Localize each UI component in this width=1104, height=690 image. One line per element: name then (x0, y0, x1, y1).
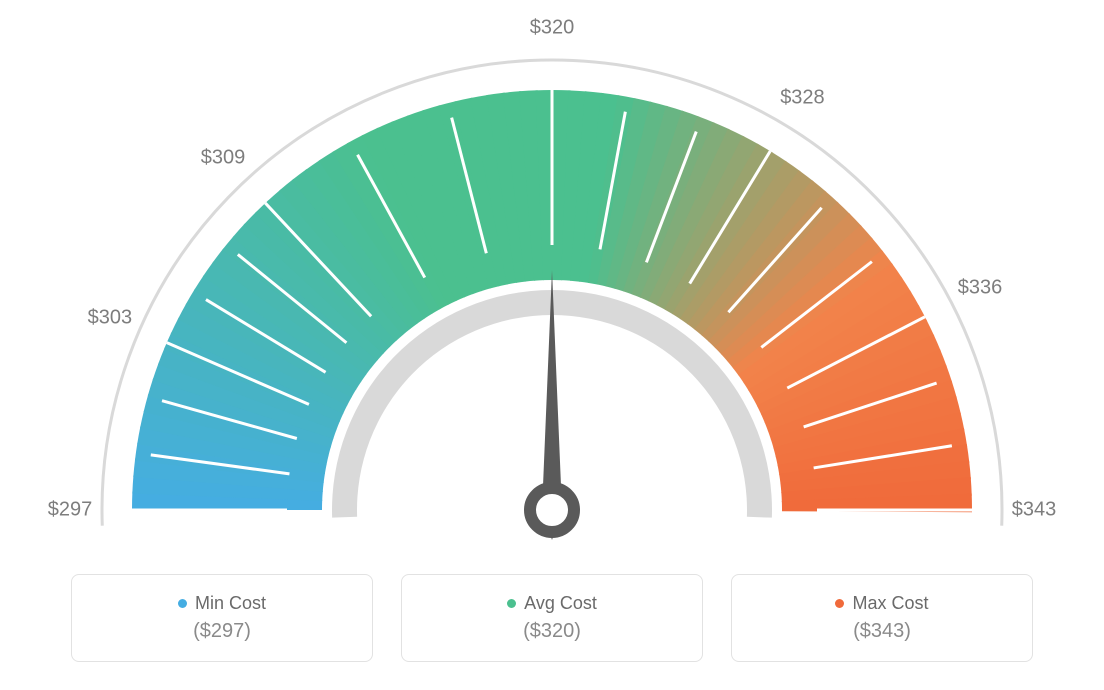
gauge (52, 30, 1052, 550)
gauge-tick-label: $343 (1012, 499, 1057, 522)
min-cost-card: Min Cost ($297) (71, 574, 373, 662)
min-cost-label: Min Cost (195, 593, 266, 614)
max-cost-card: Max Cost ($343) (731, 574, 1033, 662)
min-cost-label-row: Min Cost (178, 593, 266, 614)
avg-cost-value: ($320) (523, 620, 581, 643)
avg-cost-label-row: Avg Cost (507, 593, 597, 614)
dot-icon (507, 599, 516, 608)
cost-gauge-chart: $297 $303 $309 $320 $328 $336 $343 Min Cost ($… (0, 0, 1104, 690)
dot-icon (178, 599, 187, 608)
max-cost-value: ($343) (853, 620, 911, 643)
max-cost-label-row: Max Cost (835, 593, 928, 614)
legend-cards: Min Cost ($297) Avg Cost ($320) Max Cost… (71, 574, 1033, 662)
avg-cost-card: Avg Cost ($320) (401, 574, 703, 662)
max-cost-label: Max Cost (852, 593, 928, 614)
gauge-tick-label: $297 (48, 499, 93, 522)
gauge-tick-label: $303 (88, 306, 133, 329)
min-cost-value: ($297) (193, 620, 251, 643)
gauge-tick-label: $320 (530, 17, 575, 40)
gauge-tick-label: $336 (958, 277, 1003, 300)
gauge-tick-label: $309 (201, 146, 246, 169)
dot-icon (835, 599, 844, 608)
gauge-tick-label: $328 (780, 87, 825, 110)
avg-cost-label: Avg Cost (524, 593, 597, 614)
